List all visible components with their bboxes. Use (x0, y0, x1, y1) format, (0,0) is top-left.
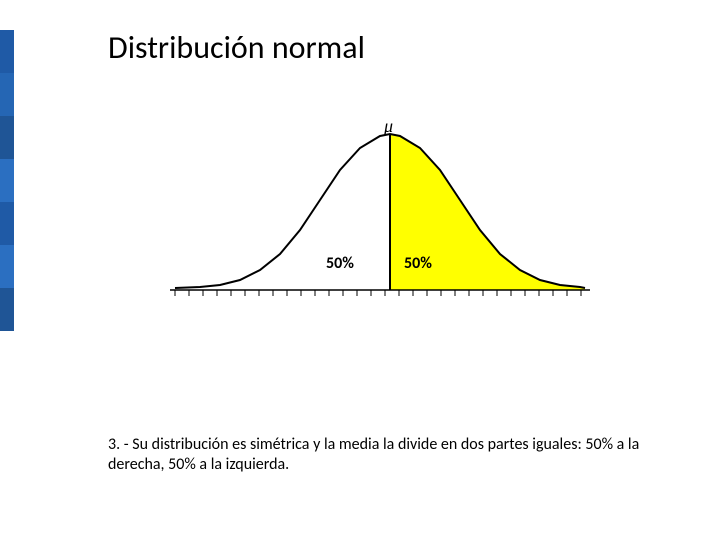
chart-svg (160, 120, 600, 320)
mu-label: μ (384, 116, 393, 137)
right-percent-label: 50% (404, 254, 432, 273)
accent-bar-svg (0, 30, 14, 331)
normal-distribution-chart: μ 50% 50% (160, 120, 600, 340)
page-title: Distribución normal (108, 28, 365, 67)
accent-bar (0, 30, 14, 330)
left-percent-label: 50% (326, 254, 354, 273)
caption-text: 3. - Su distribución es simétrica y la m… (108, 435, 663, 475)
